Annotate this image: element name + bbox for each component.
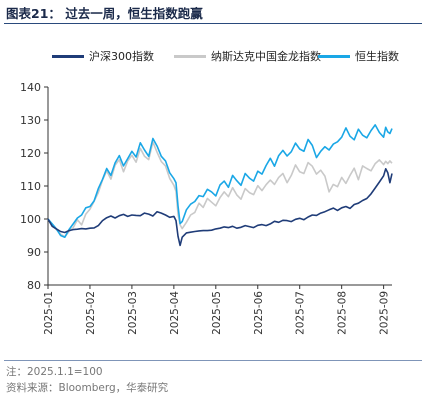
y-tick-label: 80 [27, 279, 41, 292]
series-line-chinext_dragon [47, 141, 393, 238]
x-tick-label: 2025-05 [211, 291, 223, 335]
legend-label-csi300: 沪深300指数 [89, 50, 154, 63]
x-tick-label: 2025-03 [127, 291, 139, 335]
legend-item-hsi: 恒生指数 [318, 48, 399, 64]
x-tick-label: 2025-04 [169, 291, 181, 335]
x-tick-label: 2025-02 [85, 291, 97, 335]
legend: 沪深300指数 纳斯达克中国金龙指数 恒生指数 [52, 48, 422, 64]
x-tick-label: 2025-09 [379, 291, 391, 335]
y-tick-label: 90 [27, 246, 41, 259]
x-tick-label: 2025-01 [43, 291, 55, 335]
y-tick-label: 120 [20, 147, 41, 160]
legend-swatch-dragon [174, 54, 206, 58]
y-tick-label: 130 [20, 114, 41, 127]
footer-rule [4, 360, 422, 361]
figure-note: 注：2025.1.1=100 [6, 366, 103, 378]
x-tick-label: 2025-08 [337, 291, 349, 335]
y-tick-label: 140 [20, 81, 41, 94]
series-line-csi300 [47, 168, 393, 247]
legend-swatch-csi300 [52, 54, 84, 58]
y-tick-label: 110 [20, 180, 41, 193]
legend-swatch-hsi [318, 54, 350, 58]
legend-item-csi300: 沪深300指数 [52, 48, 154, 64]
legend-item-dragon: 纳斯达克中国金龙指数 [174, 48, 321, 64]
figure-source: 资料来源：Bloomberg，华泰研究 [6, 382, 169, 394]
legend-label-hsi: 恒生指数 [355, 50, 399, 63]
x-tick-label: 2025-06 [253, 291, 265, 335]
figure-title: 图表21： 过去一周，恒生指数跑赢 [6, 6, 203, 21]
series-line-hsi [47, 124, 393, 238]
y-tick-label: 100 [20, 213, 41, 226]
legend-label-dragon: 纳斯达克中国金龙指数 [211, 50, 321, 63]
x-tick-label: 2025-07 [295, 291, 307, 335]
title-rule [4, 23, 422, 24]
